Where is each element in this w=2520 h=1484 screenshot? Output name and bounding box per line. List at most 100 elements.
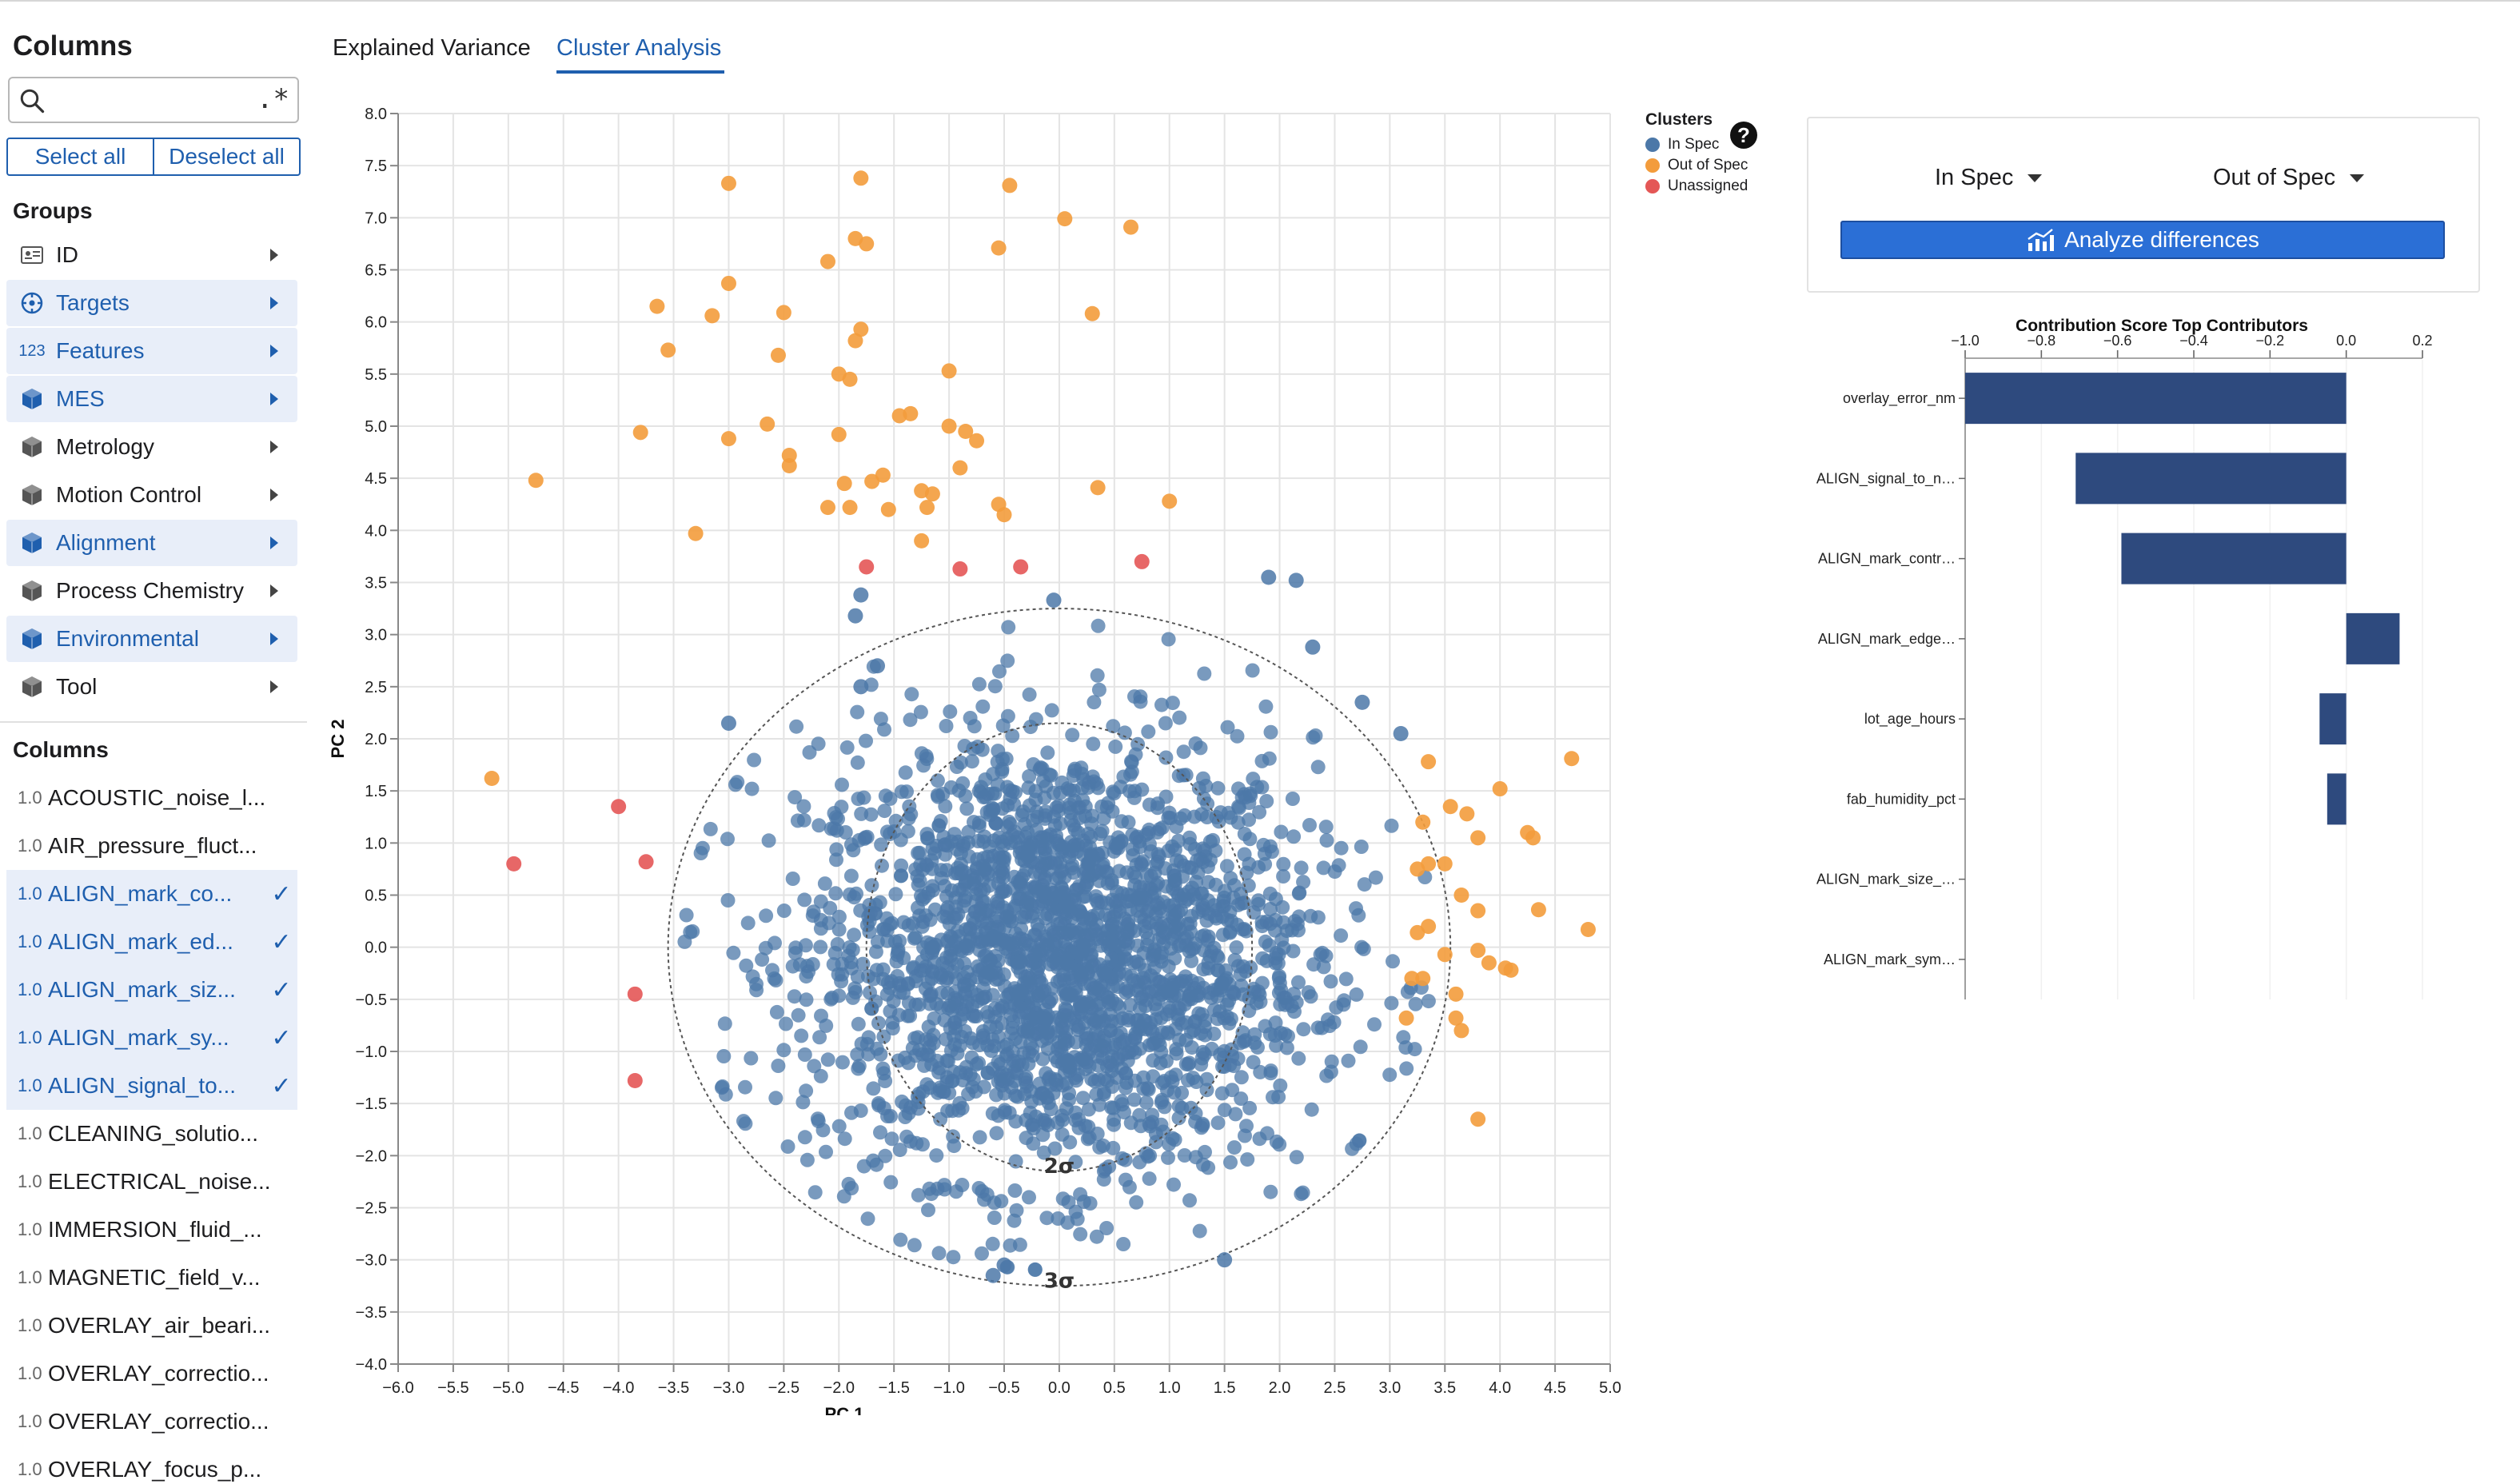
analyze-differences-button[interactable]: Analyze differences	[1840, 221, 2445, 259]
scatter-point	[1206, 832, 1221, 848]
group-item-targets[interactable]: Targets	[6, 280, 297, 326]
scatter-point	[985, 1236, 1000, 1251]
column-item[interactable]: 1.0 ELECTRICAL_noise...	[6, 1158, 297, 1206]
legend-item-in-spec[interactable]: In Spec	[1645, 134, 1749, 155]
group-item-metrology[interactable]: Metrology	[6, 424, 297, 470]
scatter-point	[1134, 857, 1150, 872]
column-item[interactable]: 1.0 CLEANING_solutio...	[6, 1110, 297, 1158]
scatter-point	[850, 704, 865, 720]
group-item-id[interactable]: ID	[6, 232, 297, 278]
scatter-point	[983, 1043, 999, 1059]
scatter-point	[1097, 1033, 1112, 1048]
cluster-legend: Clusters In Spec Out of Spec Unassigned	[1645, 110, 1749, 206]
scatter-point	[843, 868, 859, 884]
column-item[interactable]: 1.0 OVERLAY_correctio...	[6, 1350, 297, 1398]
scatter-point	[1127, 1045, 1142, 1060]
scatter-point	[1010, 1058, 1025, 1073]
group-item-tool[interactable]: Tool	[6, 664, 297, 710]
column-item[interactable]: 1.0 ACOUSTIC_noise_l...	[6, 774, 297, 822]
column-name: IMMERSION_fluid_...	[48, 1217, 262, 1242]
group-item-environmental[interactable]: Environmental	[6, 616, 297, 662]
scatter-point	[780, 1139, 795, 1154]
scatter-point	[1028, 712, 1043, 727]
column-item[interactable]: 1.0 OVERLAY_focus_p...	[6, 1446, 297, 1484]
regex-toggle[interactable]: .*	[257, 83, 289, 115]
scatter-point	[835, 1055, 850, 1070]
scatter-point	[913, 704, 928, 720]
scatter-point	[983, 803, 998, 818]
scatter-point	[1448, 1010, 1464, 1026]
column-item[interactable]: 1.0 IMMERSION_fluid_...	[6, 1206, 297, 1254]
column-item[interactable]: 1.0 MAGNETIC_field_v...	[6, 1254, 297, 1302]
contribution-bar	[2075, 453, 2347, 505]
scatter-point	[1442, 799, 1458, 815]
group-label: Alignment	[56, 530, 156, 555]
tab-explained-variance[interactable]: Explained Variance	[333, 35, 531, 61]
scatter-point	[992, 937, 1007, 951]
chevron-right-icon	[270, 249, 278, 261]
scatter-point	[797, 1047, 812, 1062]
scatter-point	[1393, 725, 1409, 741]
scatter-point	[1294, 860, 1309, 876]
scatter-point	[995, 764, 1010, 780]
column-item[interactable]: 1.0 ALIGN_signal_to... ✓	[6, 1062, 297, 1110]
scatter-point	[1214, 1086, 1230, 1101]
scatter-point	[819, 1018, 834, 1033]
scatter-point	[799, 1152, 815, 1167]
scatter-point	[936, 1084, 951, 1099]
scatter-point	[1121, 815, 1136, 830]
left-cluster-dropdown[interactable]: In Spec	[1935, 165, 2043, 191]
scatter-point	[1384, 995, 1399, 1011]
scatter-point	[1181, 1057, 1196, 1072]
column-search-input[interactable]	[54, 83, 238, 117]
scatter-point	[1233, 1035, 1248, 1051]
scatter-point	[1154, 987, 1170, 1002]
scatter-point	[823, 900, 838, 916]
scatter-point	[1182, 1193, 1197, 1208]
column-item[interactable]: 1.0 ALIGN_mark_siz... ✓	[6, 966, 297, 1014]
y-tick-label: 5.5	[365, 366, 387, 384]
scatter-point	[876, 1029, 891, 1044]
pca-scatter-plot[interactable]: −6.0 −5.5 −5.0 −4.5 −4.0 −3.5 −3.0 −2.5 −2.0 −1.5…	[320, 96, 1639, 1415]
column-item[interactable]: 1.0 ALIGN_mark_co... ✓	[6, 870, 297, 918]
column-item[interactable]: 1.0 ALIGN_mark_sy... ✓	[6, 1014, 297, 1062]
scatter-point	[891, 944, 906, 959]
y-tick-label: −3.0	[356, 1252, 387, 1270]
group-item-motion-control[interactable]: Motion Control	[6, 472, 297, 518]
legend-label: Out of Spec	[1668, 157, 1748, 174]
scatter-point	[1276, 869, 1291, 884]
group-item-process-chemistry[interactable]: Process Chemistry	[6, 568, 297, 614]
scatter-point	[1068, 1035, 1083, 1050]
category-label: ALIGN_mark_size_…	[1816, 872, 1956, 888]
scatter-point	[1184, 953, 1199, 968]
scatter-point	[971, 676, 987, 692]
scatter-point	[791, 1007, 806, 1023]
group-item-mes[interactable]: MES	[6, 376, 297, 422]
scatter-point	[867, 906, 883, 921]
scatter-point	[815, 1123, 831, 1138]
tab-cluster-analysis[interactable]: Cluster Analysis	[556, 35, 722, 61]
column-item[interactable]: 1.0 OVERLAY_correctio...	[6, 1398, 297, 1446]
group-item-features[interactable]: 123 Features	[6, 328, 297, 374]
column-item[interactable]: 1.0 OVERLAY_air_beari...	[6, 1302, 297, 1350]
scatter-point	[1095, 1138, 1110, 1153]
select-all-button[interactable]: Select all	[6, 138, 154, 176]
help-icon[interactable]: ?	[1730, 122, 1757, 149]
column-item[interactable]: 1.0 AIR_pressure_fluct...	[6, 822, 297, 870]
chevron-right-icon	[270, 584, 278, 597]
legend-item-out-of-spec[interactable]: Out of Spec	[1645, 155, 1749, 176]
column-item[interactable]: 1.0 ALIGN_mark_ed... ✓	[6, 918, 297, 966]
scatter-point	[949, 760, 964, 774]
scatter-point	[688, 525, 704, 541]
scatter-point	[995, 1015, 1010, 1031]
scatter-point	[916, 963, 931, 978]
group-item-alignment[interactable]: Alignment	[6, 520, 297, 566]
in-spec-outliers	[720, 569, 1409, 1283]
legend-item-unassigned[interactable]: Unassigned	[1645, 176, 1749, 197]
column-search-box[interactable]: .*	[8, 77, 299, 123]
scatter-point	[987, 1211, 1002, 1225]
right-cluster-dropdown[interactable]: Out of Spec	[2213, 165, 2365, 191]
scatter-point	[952, 460, 968, 476]
deselect-all-button[interactable]: Deselect all	[154, 138, 301, 176]
scatter-point	[1367, 1017, 1382, 1032]
